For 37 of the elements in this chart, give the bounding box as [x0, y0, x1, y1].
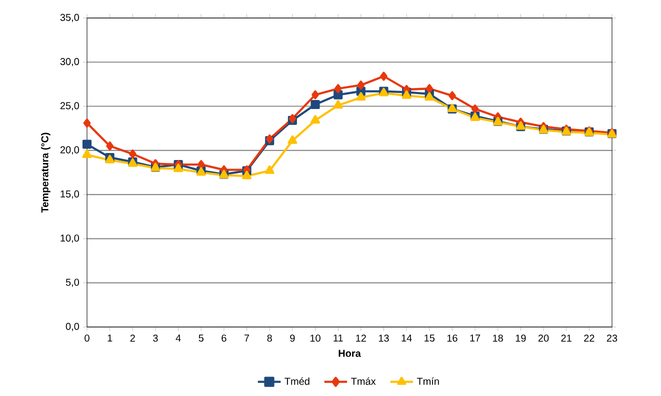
x-tick-label: 22 — [584, 334, 594, 342]
y-tick-label: 35,0 — [60, 14, 80, 22]
legend-label: Tméd — [284, 377, 310, 385]
x-tick-label: 21 — [561, 334, 572, 342]
x-tick-label: 6 — [222, 334, 226, 342]
x-tick-label: 16 — [447, 334, 458, 342]
x-tick-label: 18 — [493, 334, 503, 342]
x-tick-label: 9 — [290, 334, 295, 342]
x-tick-label: 12 — [356, 334, 366, 342]
x-tick-label: 0 — [84, 334, 90, 342]
x-tick-label: 2 — [130, 334, 135, 342]
y-tick-label: 5,0 — [66, 278, 80, 287]
x-tick-label: 23 — [606, 334, 618, 342]
x-tick-label: 19 — [516, 334, 526, 342]
x-tick-label: 1 — [108, 334, 112, 342]
x-tick-label: 15 — [424, 334, 435, 342]
x-tick-label: 10 — [310, 334, 320, 342]
x-tick-label: 4 — [176, 334, 181, 342]
legend-label: Tmín — [416, 377, 439, 385]
x-tick-label: 5 — [198, 334, 204, 342]
x-tick-label: 13 — [378, 334, 389, 342]
y-tick-label: 30,0 — [60, 58, 80, 66]
y-tick-label: 20,0 — [60, 146, 80, 155]
x-tick-label: 20 — [538, 334, 549, 342]
x-tick-label: 7 — [244, 334, 250, 342]
y-tick-label: 25,0 — [60, 102, 80, 110]
y-axis-title: Temperatura (°C) — [41, 132, 50, 213]
x-tick-label: 14 — [402, 334, 412, 342]
x-tick-label: 8 — [267, 334, 272, 342]
legend-label: Tmáx — [351, 377, 376, 385]
y-tick-label: 15,0 — [60, 190, 80, 199]
y-tick-label: 10,0 — [60, 234, 80, 243]
x-tick-label: 3 — [153, 334, 158, 342]
x-axis-title: Hora — [338, 350, 361, 357]
x-tick-label: 17 — [470, 334, 480, 342]
y-tick-label: 0,0 — [66, 322, 80, 332]
x-tick-label: 11 — [334, 334, 343, 342]
